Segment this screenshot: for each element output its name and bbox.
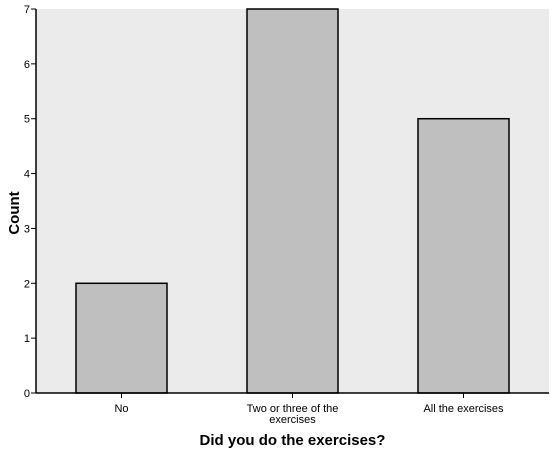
y-tick-label: 1 — [24, 333, 30, 345]
x-tick-label: No — [114, 403, 128, 415]
y-tick-label: 5 — [24, 114, 30, 126]
bar — [247, 9, 338, 393]
y-axis-ticks: 0 1 2 3 4 5 6 7 — [24, 4, 36, 400]
x-tick-label-line: All the exercises — [423, 403, 504, 415]
x-axis-title: Did you do the exercises? — [200, 432, 386, 449]
x-tick-label-line: exercises — [269, 414, 316, 426]
x-tick-label: Two or three of the exercises — [247, 403, 339, 426]
y-axis-title: Count — [6, 191, 23, 234]
bar — [76, 283, 167, 393]
x-axis-ticks: No Two or three of the exercises All the ex… — [114, 393, 504, 426]
y-tick-label: 2 — [24, 278, 30, 290]
y-tick-label: 0 — [24, 388, 30, 400]
bar — [418, 119, 509, 393]
y-tick-label: 4 — [24, 169, 30, 181]
y-tick-label: 6 — [24, 59, 30, 71]
x-tick-label: All the exercises — [423, 403, 504, 415]
y-tick-label: 3 — [24, 223, 30, 235]
y-tick-label: 7 — [24, 4, 30, 16]
x-tick-label-line: No — [114, 403, 128, 415]
